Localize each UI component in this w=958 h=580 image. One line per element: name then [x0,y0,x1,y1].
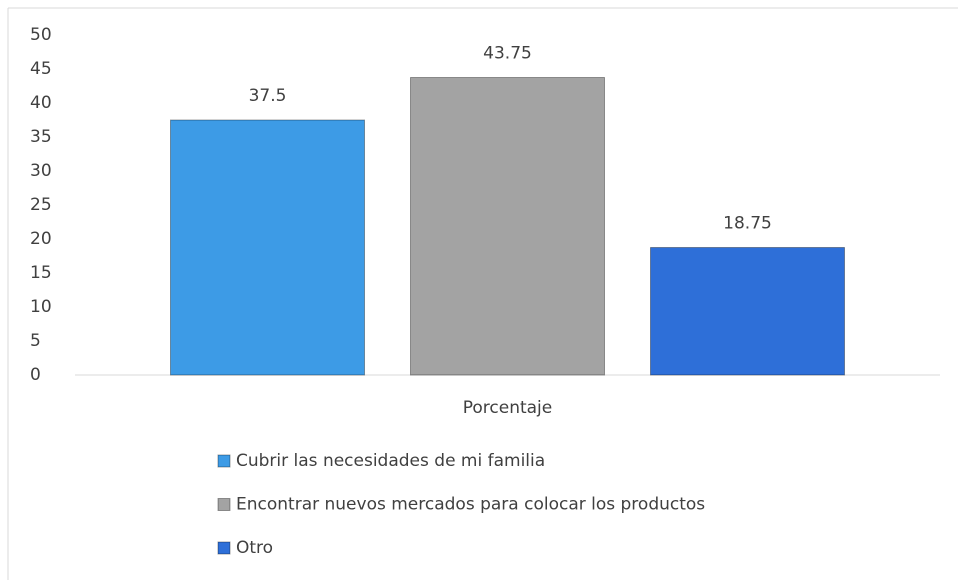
y-tick-label: 5 [30,331,41,351]
y-tick-label: 30 [30,161,52,181]
y-tick-label: 10 [30,297,52,317]
y-tick-label: 50 [30,25,52,45]
y-tick-label: 40 [30,93,52,113]
y-tick-label: 35 [30,127,52,147]
bar [170,119,365,376]
data-label: 43.75 [483,44,532,64]
y-tick-label: 15 [30,263,52,283]
y-tick-label: 25 [30,195,52,215]
bar [650,247,845,376]
legend-swatch [217,454,231,468]
data-label: 37.5 [249,86,287,106]
legend-label: Encontrar nuevos mercados para colocar l… [236,495,705,515]
legend-label: Cubrir las necesidades de mi familia [236,451,545,471]
bar [410,77,605,376]
legend-label: Otro [236,538,273,558]
y-tick-label: 0 [30,365,41,385]
legend-swatch [217,541,231,555]
legend-swatch [217,498,231,511]
data-label: 18.75 [723,214,772,234]
y-tick-label: 45 [30,59,52,79]
x-tick-label: Porcentaje [463,398,553,418]
y-tick-label: 20 [30,229,52,249]
